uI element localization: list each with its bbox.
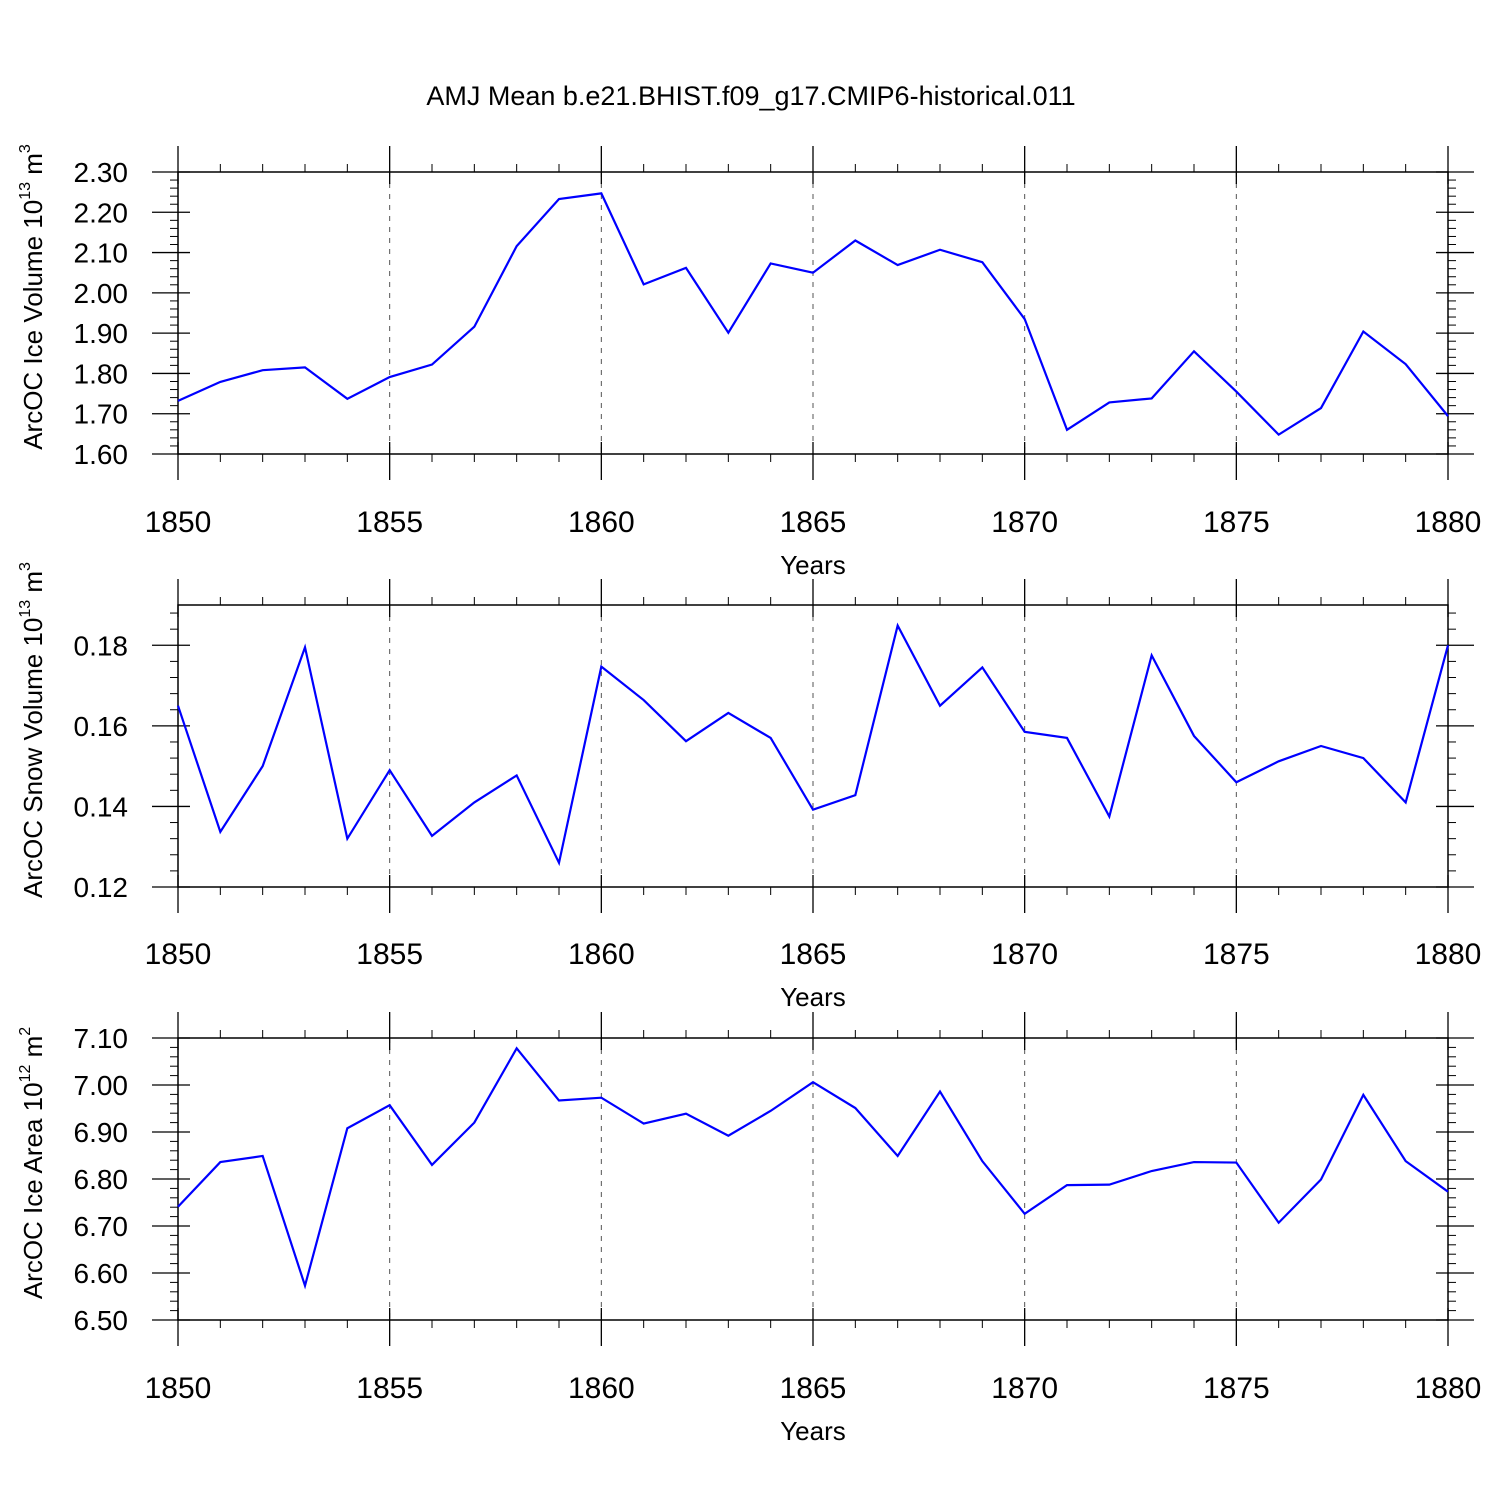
x-tick-label: 1855	[356, 1372, 423, 1405]
x-tick-label: 1850	[145, 1372, 212, 1405]
y-axis-label-text: ArcOC Ice Volume 10	[18, 200, 48, 450]
x-tick-label: 1870	[991, 506, 1058, 539]
y-axis-label-exponent: 12	[17, 1065, 34, 1083]
y-tick-label: 1.90	[74, 318, 129, 349]
y-tick-label: 1.60	[74, 439, 129, 470]
y-axis-label-text: ArcOC Ice Area 10	[18, 1082, 48, 1299]
x-tick-label: 1880	[1415, 1372, 1482, 1405]
chart-panels: 1850 1855 1860 1865 1870 1875 1880 1.60 1.70 1.80…	[17, 144, 1481, 1446]
x-tick-label: 1875	[1203, 938, 1270, 971]
y-axis-label-unit: m	[18, 1036, 48, 1065]
y-axis-label-exponent: 13	[17, 182, 34, 200]
panel-3: 1850 1855 1860 1865 1870 1875 1880 6.50 6.60 6.70…	[17, 1012, 1481, 1446]
y-tick-label: 0.12	[74, 872, 129, 903]
series-line	[177, 1046, 1449, 1290]
x-tick-label: 1865	[780, 1372, 847, 1405]
y-tick-label: 1.80	[74, 358, 129, 389]
x-tick-label: 1875	[1203, 1372, 1270, 1405]
y-axis-label: ArcOC Ice Volume 1013 m3	[17, 144, 48, 450]
x-tick-label: 1870	[991, 938, 1058, 971]
x-tick-label: 1880	[1415, 506, 1482, 539]
y-axis-label-unit-exponent: 2	[17, 1027, 34, 1036]
y-tick-label: 7.00	[74, 1070, 129, 1101]
y-tick-label: 2.30	[74, 157, 129, 188]
y-axis-label-unit-exponent: 3	[17, 562, 34, 571]
y-axis-label: ArcOC Snow Volume 1013 m3	[17, 562, 48, 898]
y-tick-label: 6.50	[74, 1305, 129, 1336]
y-tick-label: 7.10	[74, 1023, 129, 1054]
y-axis-label-text: ArcOC Snow Volume 10	[18, 618, 48, 898]
x-axis-label: Years	[780, 550, 846, 580]
x-tick-label: 1880	[1415, 938, 1482, 971]
series-line	[176, 622, 1450, 867]
y-tick-label: 0.16	[74, 711, 129, 742]
plot-frame	[177, 604, 1449, 888]
plot-frame	[177, 1037, 1449, 1321]
y-axis-label-unit-exponent: 3	[17, 144, 34, 153]
x-tick-label: 1860	[568, 1372, 635, 1405]
y-axis-label-unit: m	[18, 571, 48, 600]
y-tick-label: 6.60	[74, 1258, 129, 1289]
y-tick-label: 1.70	[74, 399, 129, 430]
x-tick-label: 1875	[1203, 506, 1270, 539]
x-tick-label: 1850	[145, 938, 212, 971]
x-tick-label: 1850	[145, 506, 212, 539]
figure-title: AMJ Mean b.e21.BHIST.f09_g17.CMIP6-histo…	[426, 81, 1075, 111]
y-axis-label-exponent: 13	[17, 600, 34, 618]
panel-2: 1850 1855 1860 1865 1870 1875 1880 0.12 0.14 0.16…	[17, 562, 1481, 1012]
x-tick-label: 1855	[356, 938, 423, 971]
y-axis-label: ArcOC Ice Area 1012 m2	[17, 1027, 48, 1299]
x-axis-label: Years	[780, 1416, 846, 1446]
y-tick-label: 6.80	[74, 1164, 129, 1195]
x-tick-label: 1855	[356, 506, 423, 539]
x-tick-label: 1860	[568, 506, 635, 539]
x-axis-label: Years	[780, 982, 846, 1012]
x-tick-label: 1865	[780, 506, 847, 539]
series-line	[177, 192, 1449, 437]
y-tick-label: 6.70	[74, 1211, 129, 1242]
x-tick-label: 1865	[780, 938, 847, 971]
y-tick-label: 2.20	[74, 197, 129, 228]
y-tick-label: 0.18	[74, 630, 129, 661]
x-tick-label: 1870	[991, 1372, 1058, 1405]
y-axis-label-unit: m	[18, 153, 48, 182]
y-tick-label: 2.00	[74, 278, 129, 309]
y-tick-label: 0.14	[74, 791, 129, 822]
y-tick-label: 6.90	[74, 1117, 129, 1148]
panel-1: 1850 1855 1860 1865 1870 1875 1880 1.60 1.70 1.80…	[17, 144, 1481, 580]
y-tick-label: 2.10	[74, 238, 129, 269]
x-tick-label: 1860	[568, 938, 635, 971]
